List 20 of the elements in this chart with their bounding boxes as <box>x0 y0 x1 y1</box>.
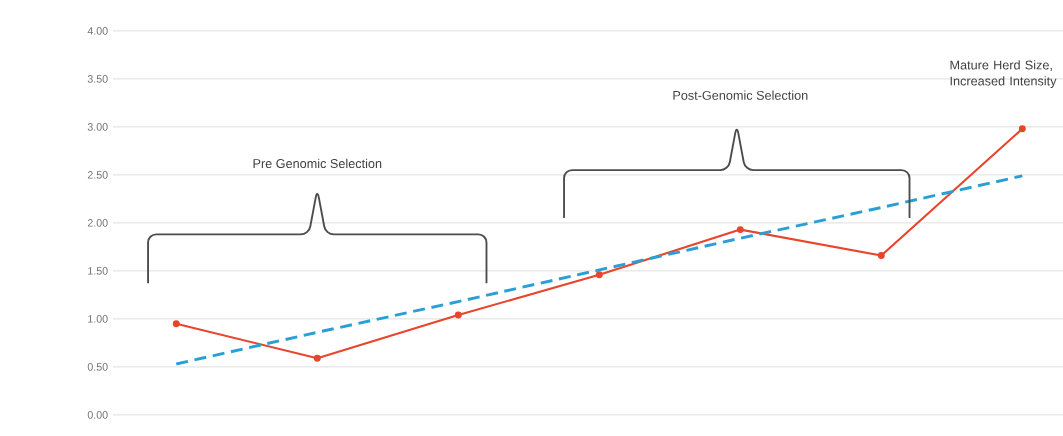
point <box>877 252 885 259</box>
point <box>1018 125 1026 133</box>
y-tick-label: 1.00 <box>88 315 108 323</box>
annotation: Mature Herd Size, Increased Intensity <box>950 60 1057 88</box>
line-series <box>174 174 1024 366</box>
y-tick-label: 2.00 <box>87 219 108 227</box>
point <box>595 271 603 279</box>
y-tick-label: 1.50 <box>88 267 108 275</box>
y-tick-label: 3.50 <box>87 75 108 83</box>
point <box>313 354 321 362</box>
point <box>454 311 462 319</box>
y-tick-label: 0.50 <box>87 363 108 371</box>
y-tick-label: 4.00 <box>87 27 108 35</box>
y-tick-label: 0.00 <box>87 411 108 419</box>
annotation: Pre Genomic Selection <box>253 158 382 169</box>
point <box>736 226 744 234</box>
y-tick-label: 2.50 <box>87 171 108 179</box>
annotation: Post-Genomic Selection <box>673 90 808 100</box>
y-tick-label: 3.00 <box>87 123 108 131</box>
point <box>172 320 180 328</box>
